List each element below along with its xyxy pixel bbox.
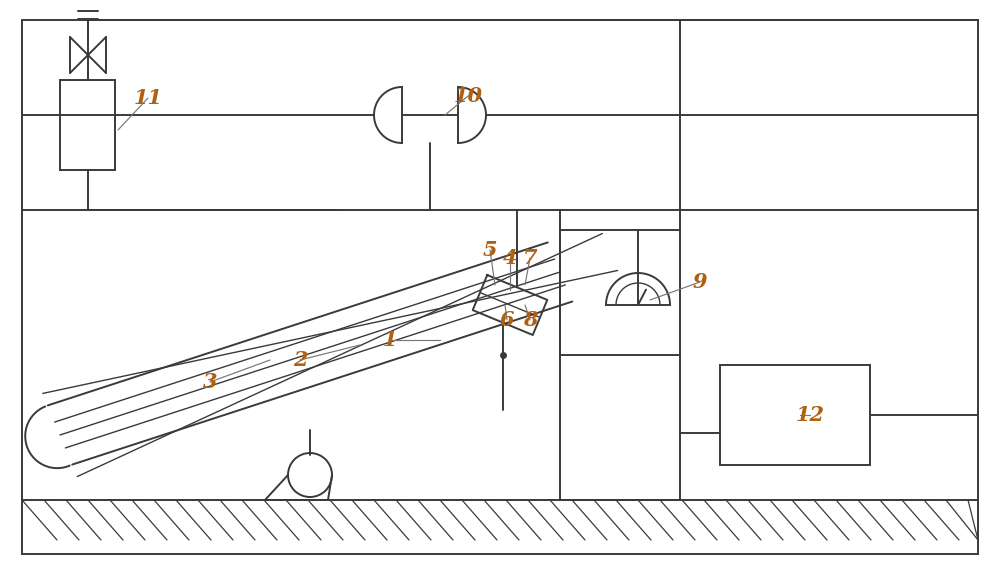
Text: 9: 9 bbox=[693, 272, 707, 292]
Text: 11: 11 bbox=[134, 88, 162, 108]
Text: 12: 12 bbox=[796, 405, 824, 425]
Text: 7: 7 bbox=[523, 248, 537, 268]
Text: 1: 1 bbox=[383, 330, 397, 350]
Text: 10: 10 bbox=[454, 86, 482, 106]
Text: 3: 3 bbox=[203, 372, 217, 392]
Text: 6: 6 bbox=[500, 310, 514, 330]
Bar bbox=[60, 80, 115, 170]
Bar bbox=[720, 365, 870, 465]
Text: 8: 8 bbox=[523, 310, 537, 330]
Text: 2: 2 bbox=[293, 350, 307, 370]
Text: 4: 4 bbox=[503, 248, 517, 268]
Text: 5: 5 bbox=[483, 240, 497, 260]
